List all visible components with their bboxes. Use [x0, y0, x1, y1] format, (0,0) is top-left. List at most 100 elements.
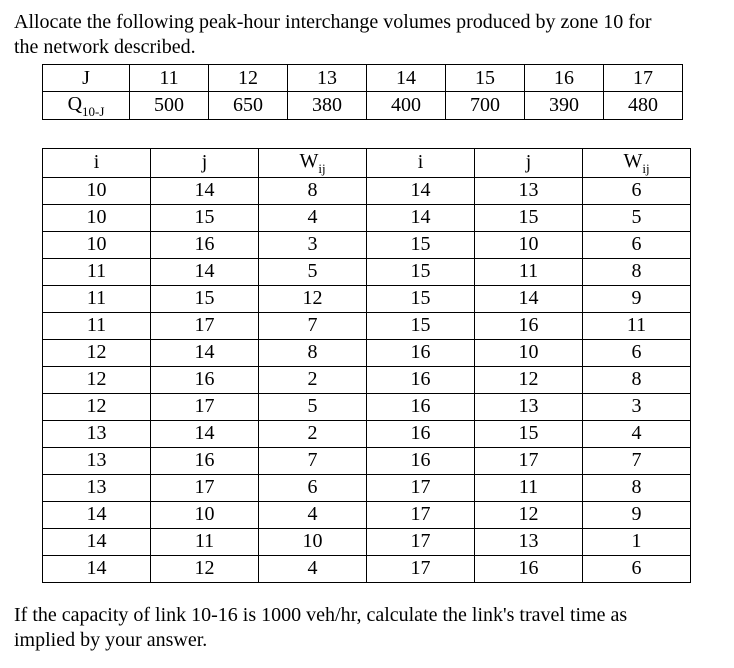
weights-header-wij: Wij	[259, 149, 367, 177]
weights-row: 13 16 7 16 17 7	[43, 447, 691, 474]
w-cell: 13	[475, 177, 583, 204]
volumes-row-q: Q10-J 500 650 380 400 700 390 480	[43, 92, 683, 120]
w-cell: 16	[151, 366, 259, 393]
w-cell: 14	[43, 501, 151, 528]
w-cell: 14	[43, 528, 151, 555]
w-cell: 15	[367, 258, 475, 285]
w-cell: 15	[151, 204, 259, 231]
w-cell: 11	[475, 258, 583, 285]
w-cell: 12	[43, 366, 151, 393]
w-cell: 14	[475, 285, 583, 312]
w-cell: 16	[475, 312, 583, 339]
w-cell: 16	[151, 447, 259, 474]
weights-header-j: j	[151, 149, 259, 177]
w-cell: 8	[583, 258, 691, 285]
volumes-q-cell: 390	[525, 92, 604, 120]
weights-row: 14 10 4 17 12 9	[43, 501, 691, 528]
w-cell: 16	[367, 420, 475, 447]
w-cell: 10	[475, 339, 583, 366]
weights-row: 12 14 8 16 10 6	[43, 339, 691, 366]
w-cell: 11	[583, 312, 691, 339]
w-cell: 8	[583, 474, 691, 501]
weights-row: 13 14 2 16 15 4	[43, 420, 691, 447]
w-cell: 10	[43, 231, 151, 258]
w-cell: 15	[367, 285, 475, 312]
w-cell: 13	[43, 474, 151, 501]
volumes-j-cell: 16	[525, 65, 604, 92]
w-cell: 10	[475, 231, 583, 258]
outro-line-1: If the capacity of link 10-16 is 1000 ve…	[14, 604, 627, 626]
w-cell: 14	[367, 204, 475, 231]
w-prefix: W	[299, 150, 318, 172]
w-cell: 17	[367, 501, 475, 528]
volumes-q-cell: 650	[209, 92, 288, 120]
volumes-label-j: J	[43, 65, 130, 92]
w-cell: 17	[367, 474, 475, 501]
weights-header-j: j	[475, 149, 583, 177]
w-cell: 10	[259, 528, 367, 555]
w-cell: 3	[583, 393, 691, 420]
outro-line-2: implied by your answer.	[14, 629, 207, 651]
intro-line-2: the network described.	[14, 36, 196, 58]
w-cell: 4	[259, 204, 367, 231]
w-cell: 6	[259, 474, 367, 501]
weights-row: 10 16 3 15 10 6	[43, 231, 691, 258]
w-cell: 7	[259, 312, 367, 339]
weights-row: 12 17 5 16 13 3	[43, 393, 691, 420]
w-cell: 11	[151, 528, 259, 555]
w-cell: 6	[583, 555, 691, 582]
w-cell: 11	[43, 312, 151, 339]
w-cell: 8	[259, 339, 367, 366]
w-cell: 15	[367, 231, 475, 258]
w-cell: 16	[367, 339, 475, 366]
q-subscript: 10-J	[82, 104, 104, 119]
w-cell: 10	[43, 177, 151, 204]
volumes-j-cell: 15	[446, 65, 525, 92]
volumes-j-cell: 17	[604, 65, 683, 92]
volumes-j-cell: 12	[209, 65, 288, 92]
w-cell: 12	[151, 555, 259, 582]
weights-row: 10 15 4 14 15 5	[43, 204, 691, 231]
w-cell: 4	[259, 501, 367, 528]
w-cell: 14	[151, 339, 259, 366]
w-cell: 15	[475, 204, 583, 231]
w-cell: 8	[583, 366, 691, 393]
w-cell: 6	[583, 339, 691, 366]
weights-header-i: i	[43, 149, 151, 177]
volumes-row-j: J 11 12 13 14 15 16 17	[43, 65, 683, 92]
w-cell: 11	[43, 258, 151, 285]
volumes-q-cell: 380	[288, 92, 367, 120]
problem-outro: If the capacity of link 10-16 is 1000 ve…	[14, 603, 720, 653]
w-cell: 2	[259, 366, 367, 393]
w-cell: 5	[583, 204, 691, 231]
w-cell: 8	[259, 177, 367, 204]
weights-row: 14 11 10 17 13 1	[43, 528, 691, 555]
w-cell: 11	[475, 474, 583, 501]
volumes-label-q: Q10-J	[43, 92, 130, 120]
weights-header-row: i j Wij i j Wij	[43, 149, 691, 177]
problem-intro: Allocate the following peak-hour interch…	[14, 10, 720, 60]
weights-row: 11 17 7 15 16 11	[43, 312, 691, 339]
w-cell: 1	[583, 528, 691, 555]
q-prefix: Q	[68, 93, 82, 115]
w-cell: 11	[43, 285, 151, 312]
w-cell: 14	[151, 258, 259, 285]
w-cell: 16	[367, 366, 475, 393]
w-cell: 10	[43, 204, 151, 231]
w-cell: 17	[367, 528, 475, 555]
w-cell: 13	[43, 447, 151, 474]
weights-row: 11 15 12 15 14 9	[43, 285, 691, 312]
w-cell: 4	[583, 420, 691, 447]
w-cell: 3	[259, 231, 367, 258]
w-cell: 6	[583, 231, 691, 258]
volumes-j-cell: 11	[130, 65, 209, 92]
w-cell: 4	[259, 555, 367, 582]
intro-line-1: Allocate the following peak-hour interch…	[14, 11, 652, 33]
volumes-q-cell: 400	[367, 92, 446, 120]
w-cell: 13	[475, 393, 583, 420]
w-cell: 9	[583, 501, 691, 528]
w-cell: 12	[475, 366, 583, 393]
w-cell: 17	[151, 393, 259, 420]
w-cell: 15	[475, 420, 583, 447]
w-cell: 13	[43, 420, 151, 447]
